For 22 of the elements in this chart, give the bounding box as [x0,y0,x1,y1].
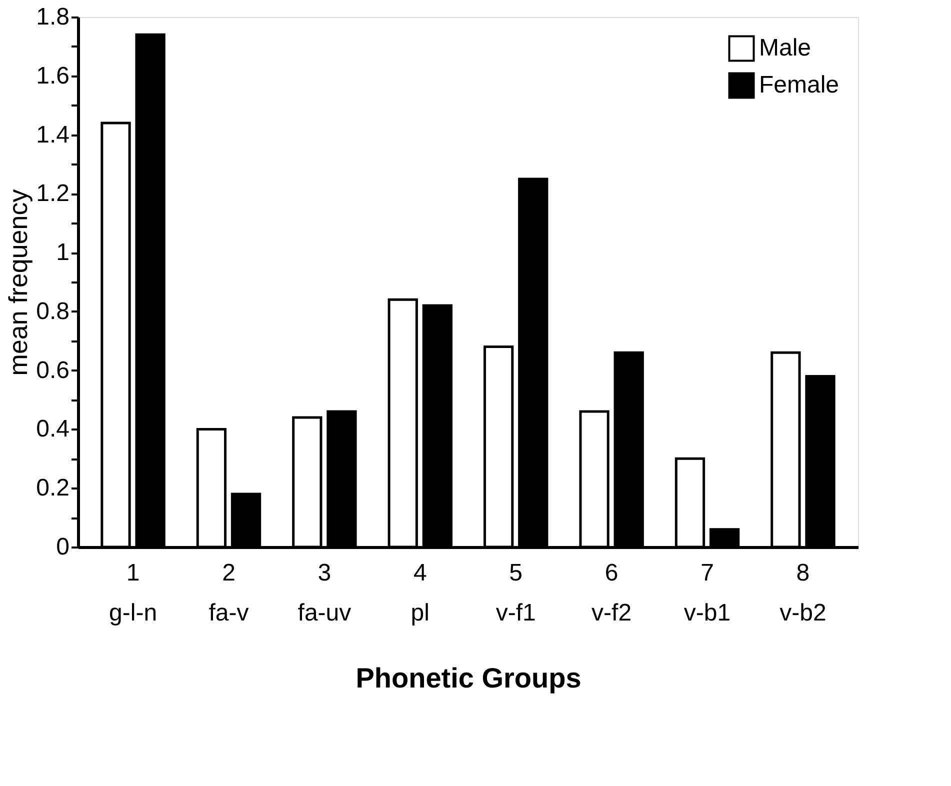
y-tick-label: 0 [56,534,70,560]
y-tick-label: 1.6 [36,62,70,90]
x-tick-label: 7 v-b1 [684,560,731,626]
x-tick-label: 8 v-b2 [780,560,826,626]
y-tick-label: 1 [56,239,70,266]
y-tick-label: 0.8 [36,298,70,325]
y-axis-title: mean frequency [3,189,34,376]
x-tick-label: 1 g-l-n [109,560,158,626]
x-tick-label: 4 pl [410,560,430,626]
legend-label: Male [759,34,812,62]
x-tick-label: 3 fa-uv [298,560,352,626]
y-tick-label: 0.2 [36,474,70,502]
x-tick-label: 5 v-f1 [496,560,536,626]
y-tick-label: 0.4 [36,416,70,443]
legend-label: Female [759,72,840,98]
y-tick-label: 0.6 [36,356,70,384]
y-tick-label: 1.2 [36,180,70,208]
y-tick-label: 1.4 [36,121,70,148]
x-tick-label: 6 v-f2 [592,560,632,626]
y-tick-label: 1.8 [36,4,70,30]
x-tick-label: 2 fa-v [208,560,249,626]
x-axis-title: Phonetic Groups [356,662,582,694]
